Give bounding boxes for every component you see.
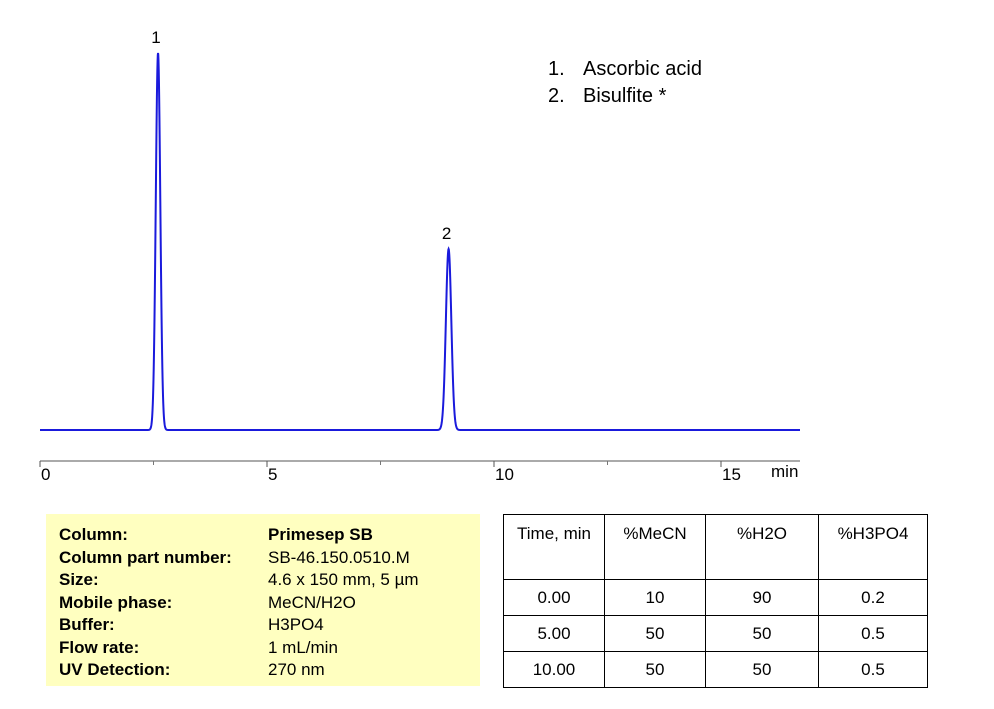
- header-h3po4: %H3PO4: [818, 514, 928, 580]
- x-tick-label: 5: [268, 465, 277, 484]
- cell-mecn: 10: [604, 579, 706, 616]
- legend-compound: Ascorbic acid: [583, 58, 702, 80]
- peak-label: 1: [151, 28, 160, 47]
- x-tick-label: 10: [495, 465, 514, 484]
- chromatogram: 0 5 10 15 min 12: [39, 28, 800, 484]
- condition-label: Flow rate:: [59, 637, 140, 657]
- condition-value: SB-46.150.0510.M: [268, 547, 410, 567]
- condition-value: 270 nm: [268, 660, 325, 679]
- condition-row: Mobile phase: MeCN/H2O: [46, 592, 480, 615]
- header-mecn: %MeCN: [604, 514, 706, 580]
- gradient-row: 5.00 50 50 0.5: [503, 615, 928, 652]
- condition-row: Buffer: H3PO4: [46, 614, 480, 637]
- condition-value: 4.6 x 150 mm, 5 µm: [268, 570, 419, 589]
- x-tick-label: 15: [722, 465, 741, 484]
- condition-row: Size: 4.6 x 150 mm, 5 µm: [46, 569, 480, 592]
- cell-mecn: 50: [604, 651, 706, 688]
- x-axis-unit-label: min: [771, 462, 798, 481]
- condition-row: Column part number: SB-46.150.0510.M: [46, 547, 480, 570]
- cell-time: 10.00: [503, 651, 605, 688]
- gradient-header-row: Time, min %MeCN %H2O %H3PO4: [503, 514, 928, 580]
- peak-label: 2: [442, 224, 451, 243]
- legend-item: 2. Bisulfite *: [548, 83, 702, 110]
- peak-legend: 1. Ascorbic acid 2. Bisulfite *: [548, 56, 702, 110]
- cell-mecn: 50: [604, 615, 706, 652]
- condition-row: Column: Primesep SB: [46, 524, 480, 547]
- legend-item: 1. Ascorbic acid: [548, 56, 702, 83]
- cell-h2o: 50: [705, 651, 819, 688]
- cell-time: 5.00: [503, 615, 605, 652]
- gradient-row: 10.00 50 50 0.5: [503, 651, 928, 688]
- cell-h2o: 90: [705, 579, 819, 616]
- legend-number: 1.: [548, 58, 565, 80]
- header-h2o: %H2O: [705, 514, 819, 580]
- condition-label: Size:: [59, 570, 99, 589]
- x-tick-label: 0: [41, 465, 50, 484]
- peak-labels: 12: [151, 28, 451, 243]
- condition-label: UV Detection:: [59, 660, 171, 679]
- cell-h3po4: 0.2: [818, 579, 928, 616]
- condition-label: Column:: [59, 525, 128, 544]
- condition-value: Primesep SB: [268, 525, 373, 544]
- condition-label: Buffer:: [59, 615, 115, 634]
- condition-value: H3PO4: [268, 615, 324, 634]
- cell-h3po4: 0.5: [818, 651, 928, 688]
- x-axis: 0 5 10 15 min: [39, 460, 800, 484]
- gradient-table: Time, min %MeCN %H2O %H3PO4 0.00 10 90 0…: [503, 514, 928, 688]
- cell-h3po4: 0.5: [818, 615, 928, 652]
- chromatogram-trace: [40, 52, 800, 431]
- cell-time: 0.00: [503, 579, 605, 616]
- header-time: Time, min: [503, 514, 605, 580]
- condition-row: UV Detection: 270 nm: [46, 659, 480, 682]
- gradient-row: 0.00 10 90 0.2: [503, 579, 928, 616]
- legend-compound: Bisulfite *: [583, 85, 667, 107]
- condition-value: 1 mL/min: [268, 637, 338, 657]
- legend-number: 2.: [548, 85, 565, 107]
- condition-value: MeCN/H2O: [268, 592, 356, 612]
- condition-row: Flow rate: 1 mL/min: [46, 637, 480, 660]
- condition-label: Column part number:: [59, 547, 232, 567]
- cell-h2o: 50: [705, 615, 819, 652]
- method-conditions-box: Column: Primesep SB Column part number: SB…: [46, 514, 480, 686]
- condition-label: Mobile phase:: [59, 592, 173, 612]
